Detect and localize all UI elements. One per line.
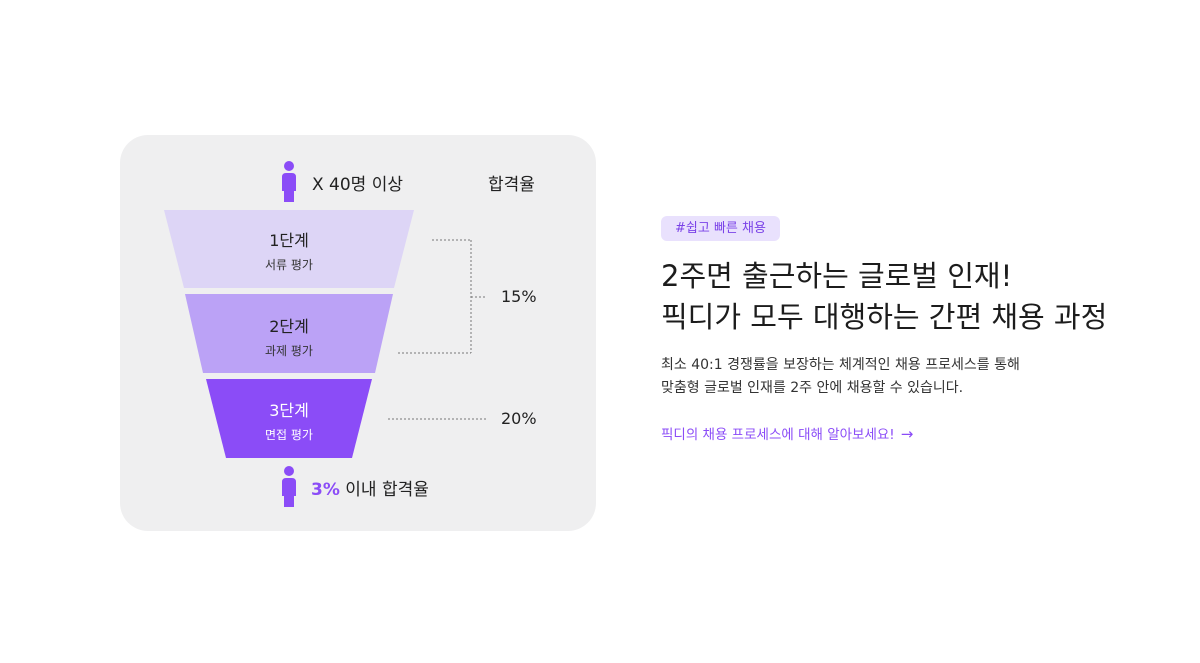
stage-2-subtitle: 과제 평가 xyxy=(265,344,313,358)
rate-stages-1-2: 15% xyxy=(501,287,537,306)
rate-bracket-connector xyxy=(398,239,486,354)
funnel-stage-3-shape xyxy=(206,379,372,458)
funnel-graphic xyxy=(164,210,488,458)
pass-rate-header: 합격율 xyxy=(488,175,535,195)
description: 최소 40:1 경쟁률을 보장하는 체계적인 채용 프로세스를 통해 맞춤형 글… xyxy=(661,354,1181,400)
person-icon xyxy=(281,161,297,203)
final-pass-rate-value: 3% xyxy=(311,480,340,500)
arrow-right-icon: → xyxy=(900,425,914,443)
stage-1-subtitle: 서류 평가 xyxy=(265,258,313,272)
stage-3-subtitle: 면접 평가 xyxy=(265,428,313,442)
description-line-1: 최소 40:1 경쟁률을 보장하는 체계적인 채용 프로세스를 통해 xyxy=(661,357,1020,373)
rate-stage-3: 20% xyxy=(501,409,537,428)
headline-line-2: 픽디가 모두 대행하는 간편 채용 과정 xyxy=(661,300,1108,334)
candidate-count-caption: X 40명 이상 xyxy=(312,175,404,195)
headline-line-1: 2주면 출근하는 글로벌 인재! xyxy=(661,259,1013,293)
person-icon xyxy=(281,466,297,508)
final-pass-rate-caption: 3% 이내 합격율 xyxy=(311,475,429,500)
stage-1-title: 1단계 xyxy=(269,231,309,250)
funnel-stage-2-shape xyxy=(185,294,393,373)
headline: 2주면 출근하는 글로벌 인재! 픽디가 모두 대행하는 간편 채용 과정 xyxy=(661,256,1181,338)
stage-2-title: 2단계 xyxy=(269,317,309,336)
description-line-2: 맞춤형 글로벌 인재를 2주 안에 채용할 수 있습니다. xyxy=(661,380,964,396)
funnel-card: X 40명 이상 합격율 1단계 서류 평가 2단계 과제 평가 3단계 면접 … xyxy=(120,135,596,531)
learn-more-link[interactable]: 픽디의 채용 프로세스에 대해 알아보세요! → xyxy=(661,423,913,443)
learn-more-label: 픽디의 채용 프로세스에 대해 알아보세요! xyxy=(661,427,895,443)
hashtag-badge: #쉽고 빠른 채용 xyxy=(661,216,780,241)
stage-3-title: 3단계 xyxy=(269,401,309,420)
final-pass-rate-label: 이내 합격율 xyxy=(339,480,429,500)
funnel-stage-1-shape xyxy=(164,210,414,288)
